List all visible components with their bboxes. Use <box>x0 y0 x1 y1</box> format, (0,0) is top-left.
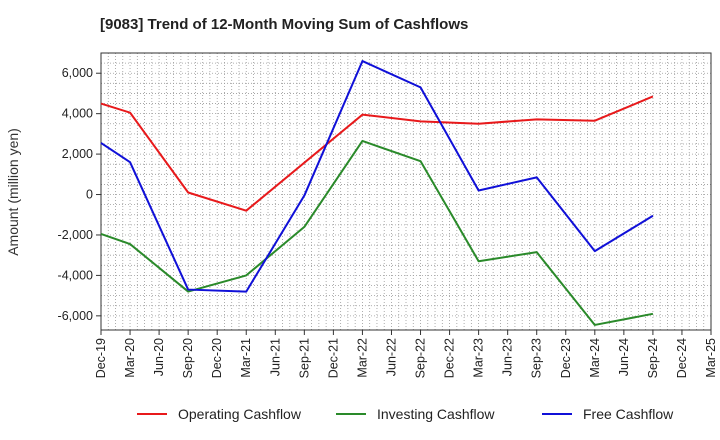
series-line-investing-cashflow <box>100 139 654 326</box>
x-tick-label: Mar-24 <box>588 338 602 378</box>
x-tick-label: Jun-21 <box>268 338 282 376</box>
x-tick-label: Jun-23 <box>501 338 515 376</box>
x-tick-label: Dec-24 <box>675 338 689 378</box>
x-tick-label: Mar-21 <box>239 338 253 378</box>
x-tick-label: Jun-24 <box>617 338 631 376</box>
y-axis-title: Amount (million yen) <box>5 128 21 256</box>
x-tick-label: Mar-23 <box>472 338 486 378</box>
x-tick-label: Jun-20 <box>152 338 166 376</box>
x-tick-label: Mar-22 <box>355 338 369 378</box>
y-tick-label: -6,000 <box>58 309 93 323</box>
grid <box>100 53 711 330</box>
series-lines <box>100 60 654 326</box>
legend-label: Operating Cashflow <box>178 406 302 422</box>
x-tick-label: Dec-23 <box>559 338 573 378</box>
y-tick-label: -4,000 <box>58 268 93 282</box>
series-line-operating-cashflow <box>100 95 654 212</box>
y-tick-label: 0 <box>86 188 93 202</box>
x-tick-label: Dec-19 <box>94 338 108 378</box>
x-tick-label: Sep-20 <box>181 338 195 378</box>
y-tick-label: 4,000 <box>62 107 93 121</box>
legend-label: Free Cashflow <box>583 406 674 422</box>
x-tick-label: Dec-21 <box>326 338 340 378</box>
x-tick-label: Mar-25 <box>704 338 718 378</box>
x-tick-label: Dec-20 <box>210 338 224 378</box>
y-tick-label: 6,000 <box>62 66 93 80</box>
series-line-free-cashflow <box>100 60 654 293</box>
x-axis: Dec-19 Mar-20 Jun-20 Sep-20 Dec-20 Mar-21 Jun-… <box>94 330 718 378</box>
y-axis: 6,000 4,000 2,000 0 -2,000 -4,000 -6,000 <box>58 66 101 323</box>
y-tick-label: -2,000 <box>58 228 93 242</box>
x-tick-label: Mar-20 <box>123 338 137 378</box>
x-tick-label: Sep-21 <box>297 338 311 378</box>
y-tick-label: 2,000 <box>62 147 93 161</box>
x-tick-label: Jun-22 <box>384 338 398 376</box>
x-tick-label: Sep-23 <box>530 338 544 378</box>
legend-label: Investing Cashflow <box>377 406 495 422</box>
x-tick-label: Sep-24 <box>646 338 660 378</box>
x-tick-label: Sep-22 <box>414 338 428 378</box>
chart-title: [9083] Trend of 12-Month Moving Sum of C… <box>100 16 469 33</box>
plot-area-frame <box>100 52 712 331</box>
legend: Operating Cashflow Investing Cashflow Free… <box>137 406 674 422</box>
x-tick-label: Dec-22 <box>443 338 457 378</box>
